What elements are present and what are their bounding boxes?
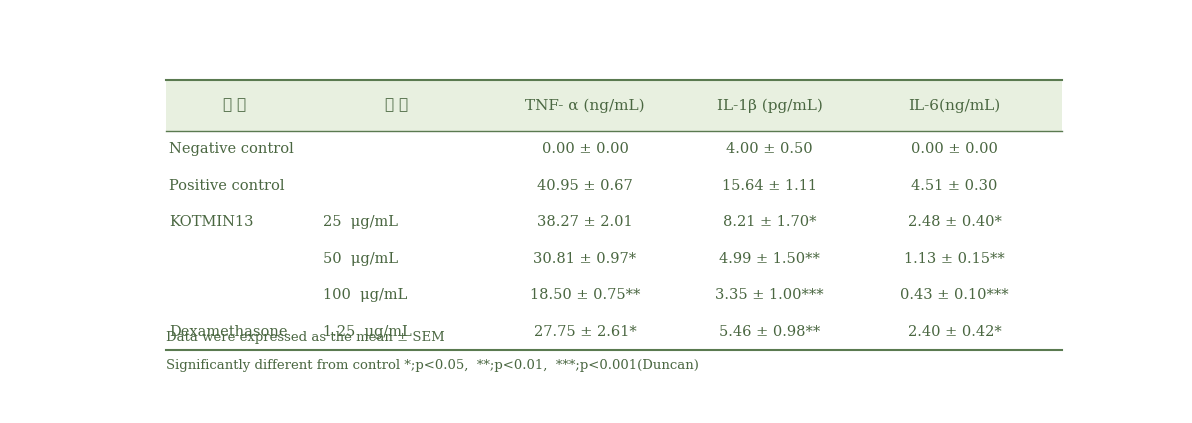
Text: 0.43 ± 0.10***: 0.43 ± 0.10*** [900,288,1008,302]
Text: 8.21 ± 1.70*: 8.21 ± 1.70* [724,215,817,229]
Text: 27.75 ± 2.61*: 27.75 ± 2.61* [534,325,637,339]
Text: Negative control: Negative control [169,142,294,156]
Text: 50  μg/mL: 50 μg/mL [323,252,398,266]
Text: 2.40 ± 0.42*: 2.40 ± 0.42* [907,325,1001,339]
FancyBboxPatch shape [166,80,1062,131]
Text: Dexamethasone: Dexamethasone [169,325,287,339]
Text: 1.25  μg/mL: 1.25 μg/mL [323,325,411,339]
Text: Positive control: Positive control [169,179,285,192]
Text: 25  μg/mL: 25 μg/mL [323,215,398,229]
Text: IL-6(ng/mL): IL-6(ng/mL) [908,98,1000,113]
Text: 농 도: 농 도 [385,98,408,113]
Text: 15.64 ± 1.11: 15.64 ± 1.11 [722,179,818,192]
Text: 1.13 ± 0.15**: 1.13 ± 0.15** [905,252,1005,266]
Text: 38.27 ± 2.01: 38.27 ± 2.01 [538,215,633,229]
Text: 3.35 ± 1.00***: 3.35 ± 1.00*** [715,288,824,302]
Text: 0.00 ± 0.00: 0.00 ± 0.00 [541,142,628,156]
Text: IL-1β (pg/mL): IL-1β (pg/mL) [716,98,822,113]
Text: 4.00 ± 0.50: 4.00 ± 0.50 [726,142,813,156]
Text: TNF- α (ng/mL): TNF- α (ng/mL) [526,98,645,113]
Text: 30.81 ± 0.97*: 30.81 ± 0.97* [534,252,637,266]
Text: 4.51 ± 0.30: 4.51 ± 0.30 [912,179,998,192]
Text: Significantly different from control *;p<0.05,  **;p<0.01,  ***;p<0.001(Duncan): Significantly different from control *;p… [166,359,699,371]
Text: 4.99 ± 1.50**: 4.99 ± 1.50** [719,252,820,266]
Text: 18.50 ± 0.75**: 18.50 ± 0.75** [530,288,640,302]
Text: 0.00 ± 0.00: 0.00 ± 0.00 [911,142,998,156]
Text: 5.46 ± 0.98**: 5.46 ± 0.98** [719,325,820,339]
Text: Data were expressed as the mean ± SEM: Data were expressed as the mean ± SEM [166,331,445,344]
Text: KOTMIN13: KOTMIN13 [169,215,254,229]
Text: 2.48 ± 0.40*: 2.48 ± 0.40* [907,215,1001,229]
Text: 그 룹: 그 룹 [223,98,247,113]
Text: 100  μg/mL: 100 μg/mL [323,288,406,302]
Text: 40.95 ± 0.67: 40.95 ± 0.67 [538,179,633,192]
